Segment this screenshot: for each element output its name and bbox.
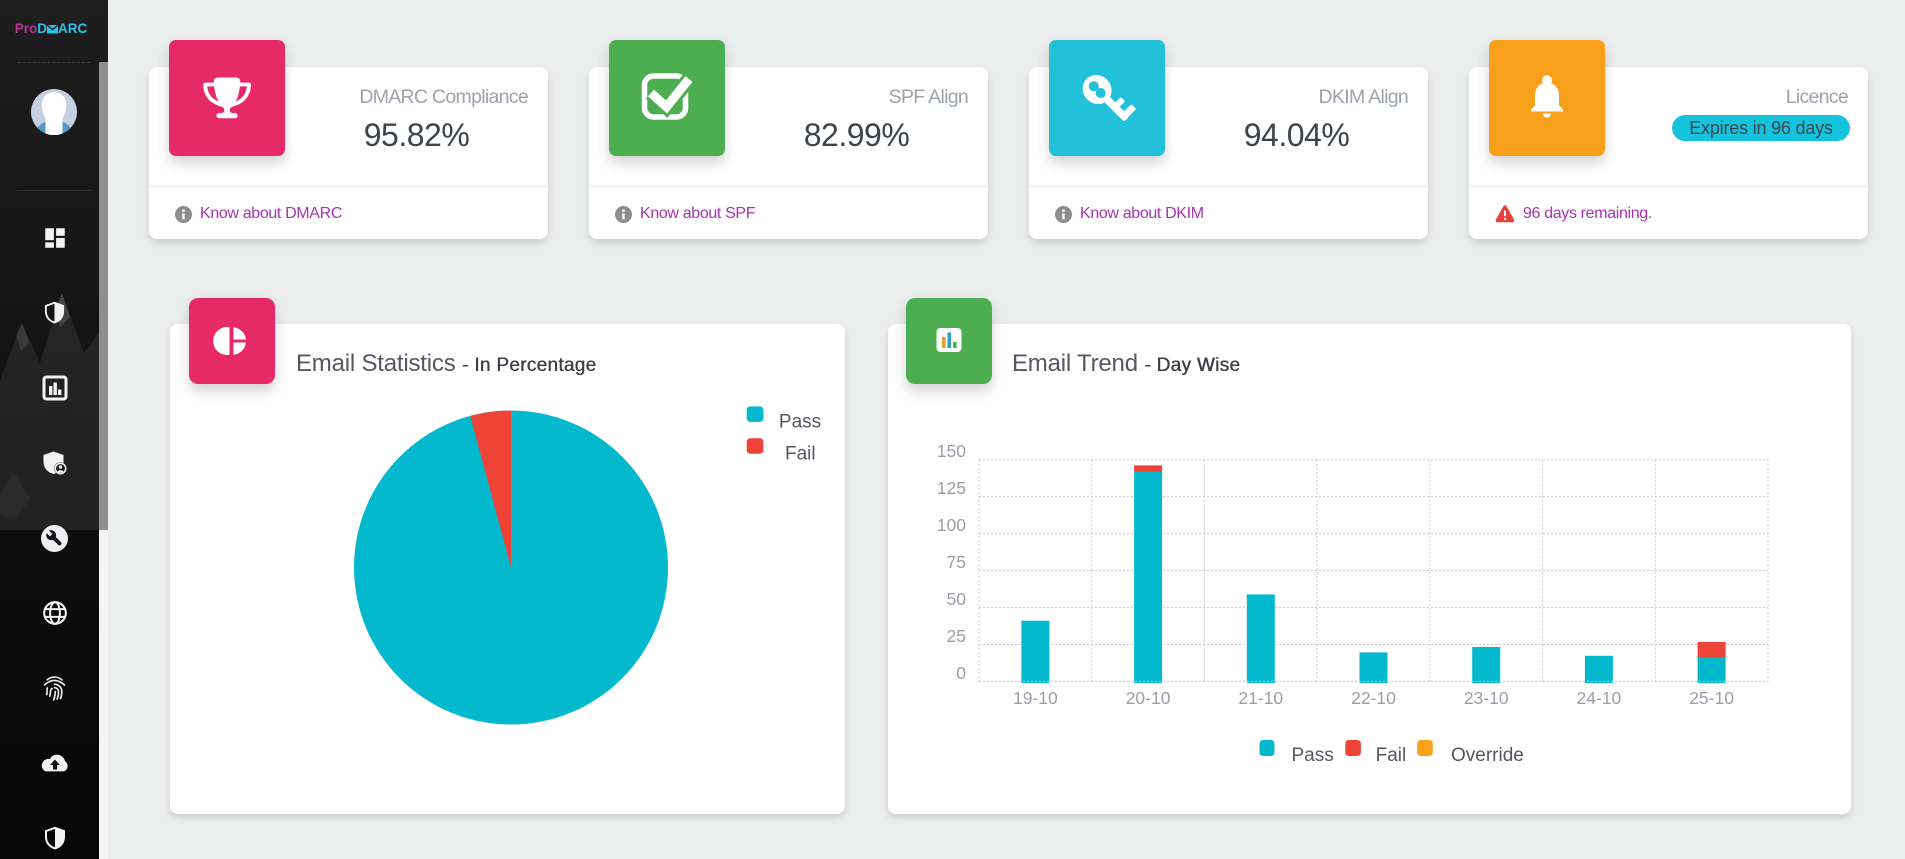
svg-text:75: 75 <box>947 552 966 572</box>
svg-text:150: 150 <box>937 441 966 461</box>
svg-text:24-10: 24-10 <box>1577 688 1622 708</box>
svg-text:20-10: 20-10 <box>1126 688 1171 708</box>
svg-text:Fail: Fail <box>785 443 816 464</box>
svg-text:25: 25 <box>947 626 966 646</box>
svg-text:Fail: Fail <box>1376 745 1407 766</box>
svg-text:19-10: 19-10 <box>1013 688 1058 708</box>
svg-text:0: 0 <box>956 663 966 683</box>
svg-text:25-10: 25-10 <box>1689 688 1734 708</box>
svg-text:125: 125 <box>937 478 966 498</box>
svg-text:100: 100 <box>937 515 966 535</box>
svg-text:Pass: Pass <box>779 412 821 433</box>
svg-text:50: 50 <box>947 589 967 609</box>
svg-text:Override: Override <box>1451 745 1524 766</box>
svg-text:21-10: 21-10 <box>1238 688 1283 708</box>
svg-text:23-10: 23-10 <box>1464 688 1509 708</box>
svg-text:22-10: 22-10 <box>1351 688 1396 708</box>
svg-text:Pass: Pass <box>1292 745 1334 766</box>
